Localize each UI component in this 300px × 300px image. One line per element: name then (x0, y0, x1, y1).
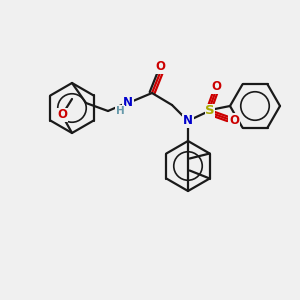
Text: O: O (155, 61, 165, 74)
Text: O: O (57, 109, 67, 122)
Text: N: N (123, 97, 133, 110)
Text: N: N (183, 115, 193, 128)
Text: H: H (116, 106, 124, 116)
Text: S: S (205, 104, 215, 118)
Text: O: O (229, 113, 239, 127)
Text: O: O (211, 80, 221, 94)
